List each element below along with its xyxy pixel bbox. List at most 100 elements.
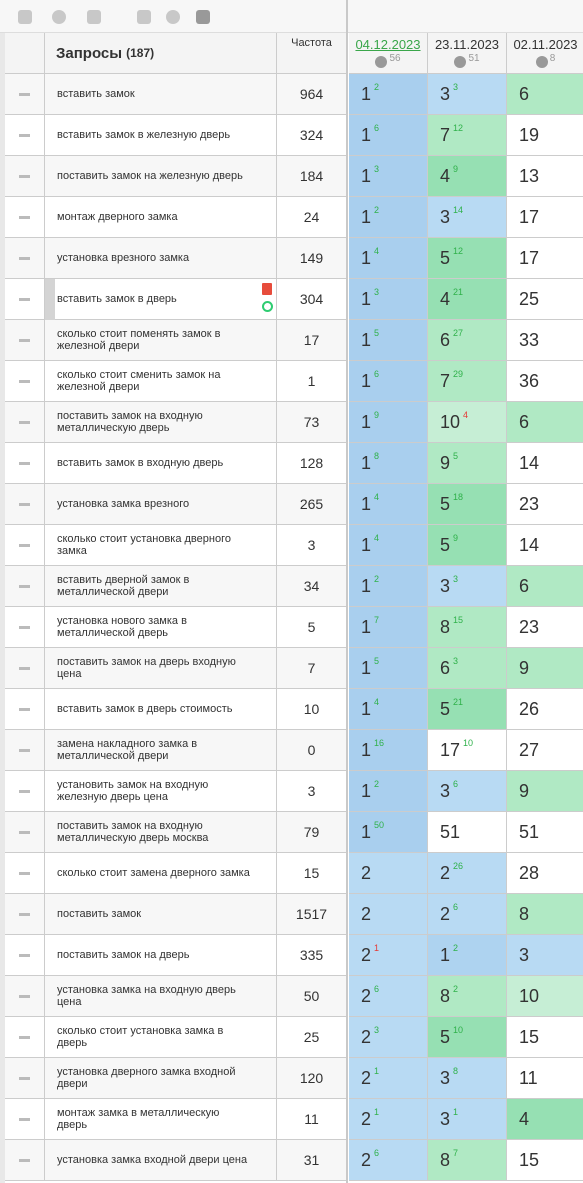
- query-cell[interactable]: поставить замок: [45, 894, 277, 935]
- query-cell[interactable]: сколько стоит сменить замок на железной …: [45, 361, 277, 402]
- query: поставить замок на входную металлическую…: [57, 820, 209, 844]
- row-marker[interactable]: [19, 995, 30, 998]
- row-marker[interactable]: [19, 790, 30, 793]
- position: 1: [361, 698, 372, 719]
- position-cell: 10 4: [428, 402, 507, 443]
- query-cell[interactable]: установка замка входной двери цена: [45, 1140, 277, 1181]
- date-header[interactable]: 23.11.2023 51: [428, 33, 507, 74]
- position-delta: 2: [374, 82, 380, 92]
- query-cell[interactable]: сколько стоит установка дверного замка: [45, 525, 277, 566]
- query-cell[interactable]: вставить замок: [45, 74, 277, 115]
- query-cell[interactable]: замена накладного замка в металлической …: [45, 730, 277, 771]
- query-cell[interactable]: установка дверного замка входной двери: [45, 1058, 277, 1099]
- row-marker-cell: [5, 402, 45, 443]
- position-cell: 7 12: [428, 115, 507, 156]
- query-cell[interactable]: вставить замок в дверь стоимость: [45, 689, 277, 730]
- row-marker[interactable]: [19, 462, 30, 465]
- row-marker[interactable]: [19, 667, 30, 670]
- delete-icon[interactable]: [262, 283, 272, 295]
- query-cell[interactable]: поставить замок на железную дверь: [45, 156, 277, 197]
- frequency: 17: [303, 332, 320, 348]
- row-marker[interactable]: [19, 421, 30, 424]
- position-delta: 29: [453, 369, 464, 379]
- row-marker[interactable]: [19, 216, 30, 219]
- query-cell[interactable]: установка нового замка в металлической д…: [45, 607, 277, 648]
- query-cell[interactable]: поставить замок на входную металлическую…: [45, 402, 277, 443]
- position-cell: 5 12: [428, 238, 507, 279]
- contrast-icon[interactable]: [166, 10, 180, 24]
- row-marker[interactable]: [19, 298, 30, 301]
- position-delta: 12: [453, 123, 464, 133]
- query-cell[interactable]: вставить замок в железную дверь: [45, 115, 277, 156]
- query-cell[interactable]: поставить замок на дверь: [45, 935, 277, 976]
- position: 10: [440, 411, 461, 432]
- frequency-cell: 5: [277, 607, 347, 648]
- frequency-cell: 149: [277, 238, 347, 279]
- query-cell[interactable]: монтаж замка в металлическую дверь: [45, 1099, 277, 1140]
- row-marker[interactable]: [19, 585, 30, 588]
- query-cell[interactable]: установка врезного замка: [45, 238, 277, 279]
- position-cell: 4 21: [428, 279, 507, 320]
- position-delta: 4: [374, 246, 380, 256]
- position-delta: 27: [453, 328, 464, 338]
- row-marker-cell: [5, 812, 45, 853]
- query-cell[interactable]: монтаж дверного замка: [45, 197, 277, 238]
- toggle-icon[interactable]: [52, 10, 66, 24]
- row-marker[interactable]: [19, 1077, 30, 1080]
- row-marker[interactable]: [19, 1118, 30, 1121]
- row-marker[interactable]: [19, 544, 30, 547]
- row-marker[interactable]: [19, 872, 30, 875]
- position: 13: [519, 165, 540, 186]
- sort-icon[interactable]: [18, 10, 32, 24]
- query-cell[interactable]: сколько стоит установка замка в дверь: [45, 1017, 277, 1058]
- row-marker[interactable]: [19, 339, 30, 342]
- query-cell[interactable]: установка замка врезного: [45, 484, 277, 525]
- refresh-icon[interactable]: [262, 301, 273, 312]
- date-header[interactable]: 02.11.2023 8: [507, 33, 583, 74]
- query-cell[interactable]: вставить замок в дверь: [45, 279, 277, 320]
- frequency: 184: [299, 168, 324, 184]
- row-marker[interactable]: [19, 257, 30, 260]
- query: вставить замок в дверь: [57, 293, 177, 305]
- query-cell[interactable]: вставить замок в входную дверь: [45, 443, 277, 484]
- calc-icon[interactable]: [137, 10, 151, 24]
- row-marker[interactable]: [19, 913, 30, 916]
- frequency-header[interactable]: Частота: [277, 33, 347, 74]
- position: 1: [361, 657, 372, 678]
- row-marker[interactable]: [19, 708, 30, 711]
- row-marker[interactable]: [19, 93, 30, 96]
- row-marker[interactable]: [19, 749, 30, 752]
- query-cell[interactable]: поставить замок на входную металлическую…: [45, 812, 277, 853]
- query: установка замка врезного: [57, 498, 190, 510]
- row-marker[interactable]: [19, 134, 30, 137]
- query-cell[interactable]: установка замка на входную дверь цена: [45, 976, 277, 1017]
- frequency: 25: [303, 1029, 320, 1045]
- query-header[interactable]: Запросы (187): [45, 33, 277, 74]
- row-marker[interactable]: [19, 380, 30, 383]
- query-cell[interactable]: установить замок на входную железную две…: [45, 771, 277, 812]
- position: 3: [440, 1067, 451, 1088]
- position: 17: [519, 206, 540, 227]
- position: 51: [519, 821, 540, 842]
- frequency-cell: 184: [277, 156, 347, 197]
- position: 3: [440, 206, 451, 227]
- row-marker[interactable]: [19, 1159, 30, 1162]
- row-marker[interactable]: [19, 831, 30, 834]
- row-marker[interactable]: [19, 503, 30, 506]
- row-marker[interactable]: [19, 1036, 30, 1039]
- position-cell: 2: [349, 853, 428, 894]
- row-marker[interactable]: [19, 954, 30, 957]
- link-icon[interactable]: [87, 10, 101, 24]
- row-marker[interactable]: [19, 175, 30, 178]
- row-marker[interactable]: [19, 626, 30, 629]
- query-cell[interactable]: сколько стоит замена дверного замка: [45, 853, 277, 894]
- link-header[interactable]: [5, 33, 45, 74]
- date-header[interactable]: 04.12.2023 56: [349, 33, 428, 74]
- query-cell[interactable]: вставить дверной замок в металлической д…: [45, 566, 277, 607]
- font-icon[interactable]: [196, 10, 210, 24]
- position: 14: [519, 534, 540, 555]
- query-cell[interactable]: поставить замок на дверь входную цена: [45, 648, 277, 689]
- query-cell[interactable]: сколько стоит поменять замок в железной …: [45, 320, 277, 361]
- position: 9: [519, 657, 530, 678]
